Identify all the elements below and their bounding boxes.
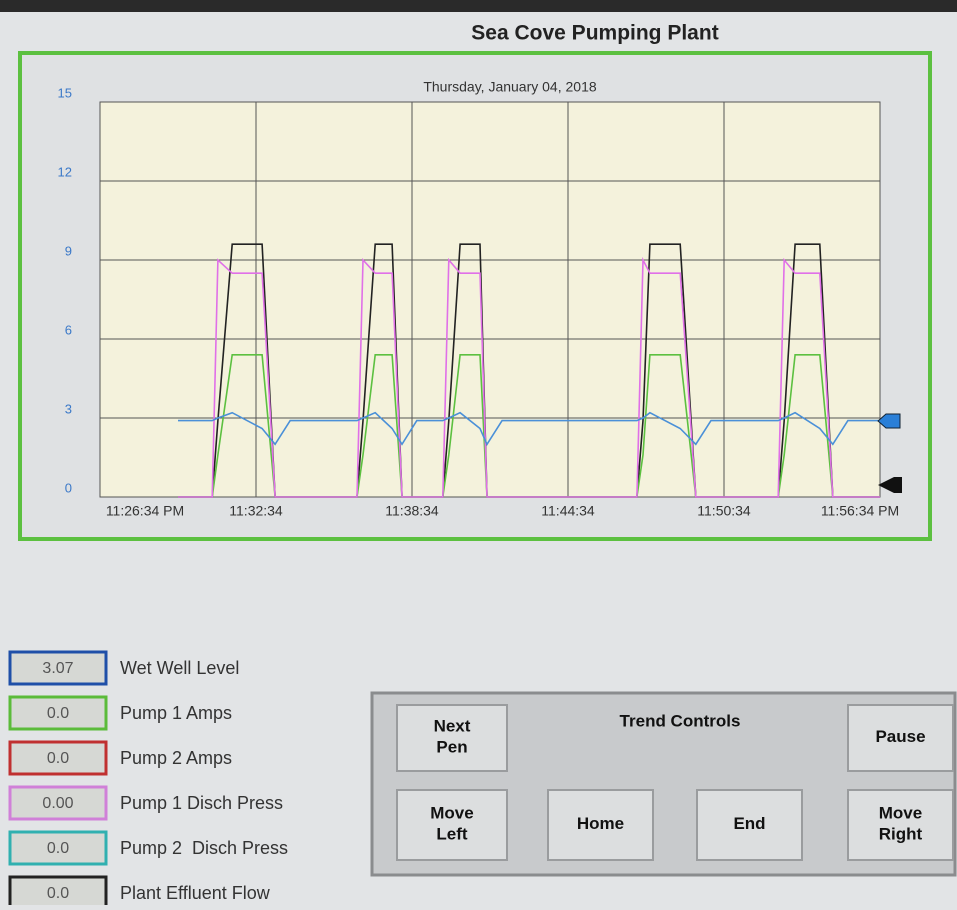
button-label-line[interactable]: Right bbox=[879, 825, 923, 844]
y-tick-label: 3 bbox=[65, 401, 72, 416]
button-label[interactable]: Pause bbox=[875, 727, 925, 746]
button-label-line[interactable]: Next bbox=[434, 717, 471, 736]
top-bar bbox=[0, 0, 957, 12]
x-tick-label: 11:44:34 bbox=[541, 503, 595, 519]
button[interactable]: Move Left bbox=[397, 790, 507, 860]
button-label-line[interactable]: Left bbox=[436, 825, 468, 844]
pen-value: 0.0 bbox=[47, 750, 69, 767]
chart-subtitle: Thursday, January 04, 2018 bbox=[423, 79, 597, 95]
pen-value: 0.0 bbox=[47, 840, 69, 857]
y-tick-label: 9 bbox=[65, 243, 72, 258]
controls-title: Trend Controls bbox=[620, 711, 741, 730]
button[interactable]: Pause bbox=[848, 705, 953, 771]
button[interactable]: Home bbox=[548, 790, 653, 860]
pen-label: Wet Well Level bbox=[120, 658, 239, 678]
button-label-line[interactable]: Pause bbox=[875, 727, 925, 746]
button-label[interactable]: Home bbox=[577, 814, 624, 833]
y-tick-label: 15 bbox=[58, 85, 72, 100]
page: Sea Cove Pumping Plant Thursday, January… bbox=[0, 0, 957, 905]
pen-value: 0.00 bbox=[42, 795, 73, 812]
y-tick-label: 0 bbox=[65, 480, 72, 495]
x-tick-label: 11:56:34 PM bbox=[821, 503, 899, 519]
pen-value: 0.0 bbox=[47, 705, 69, 722]
pen-value: 0.0 bbox=[47, 885, 69, 902]
screen: Sea Cove Pumping Plant Thursday, January… bbox=[0, 0, 957, 905]
pen-value: 3.07 bbox=[42, 660, 73, 677]
pen-label: Pump 1 Amps bbox=[120, 703, 232, 723]
y-tick-label: 6 bbox=[65, 322, 72, 337]
button-label[interactable]: End bbox=[733, 814, 765, 833]
button-label-line[interactable]: Move bbox=[430, 804, 473, 823]
button-label-line[interactable]: Move bbox=[879, 804, 922, 823]
pen-label: Plant Effluent Flow bbox=[120, 883, 271, 903]
button-label-line[interactable]: Pen bbox=[436, 738, 467, 757]
y-tick-label: 12 bbox=[58, 164, 72, 179]
button-label-line[interactable]: Home bbox=[577, 814, 624, 833]
title: Sea Cove Pumping Plant bbox=[471, 22, 718, 45]
pen-label: Pump 2 Amps bbox=[120, 748, 232, 768]
button-label-line[interactable]: End bbox=[733, 814, 765, 833]
button[interactable]: Move Right bbox=[848, 790, 953, 860]
button[interactable]: Next Pen bbox=[397, 705, 507, 771]
x-tick-label: 11:50:34 bbox=[697, 503, 751, 519]
pen-label: Pump 1 Disch Press bbox=[120, 793, 283, 813]
x-tick-label: 11:38:34 bbox=[385, 503, 439, 519]
button[interactable]: End bbox=[697, 790, 802, 860]
x-tick-label: 11:26:34 PM bbox=[106, 503, 184, 519]
pen-label: Pump 2 Disch Press bbox=[120, 838, 288, 858]
x-tick-label: 11:32:34 bbox=[229, 503, 283, 519]
